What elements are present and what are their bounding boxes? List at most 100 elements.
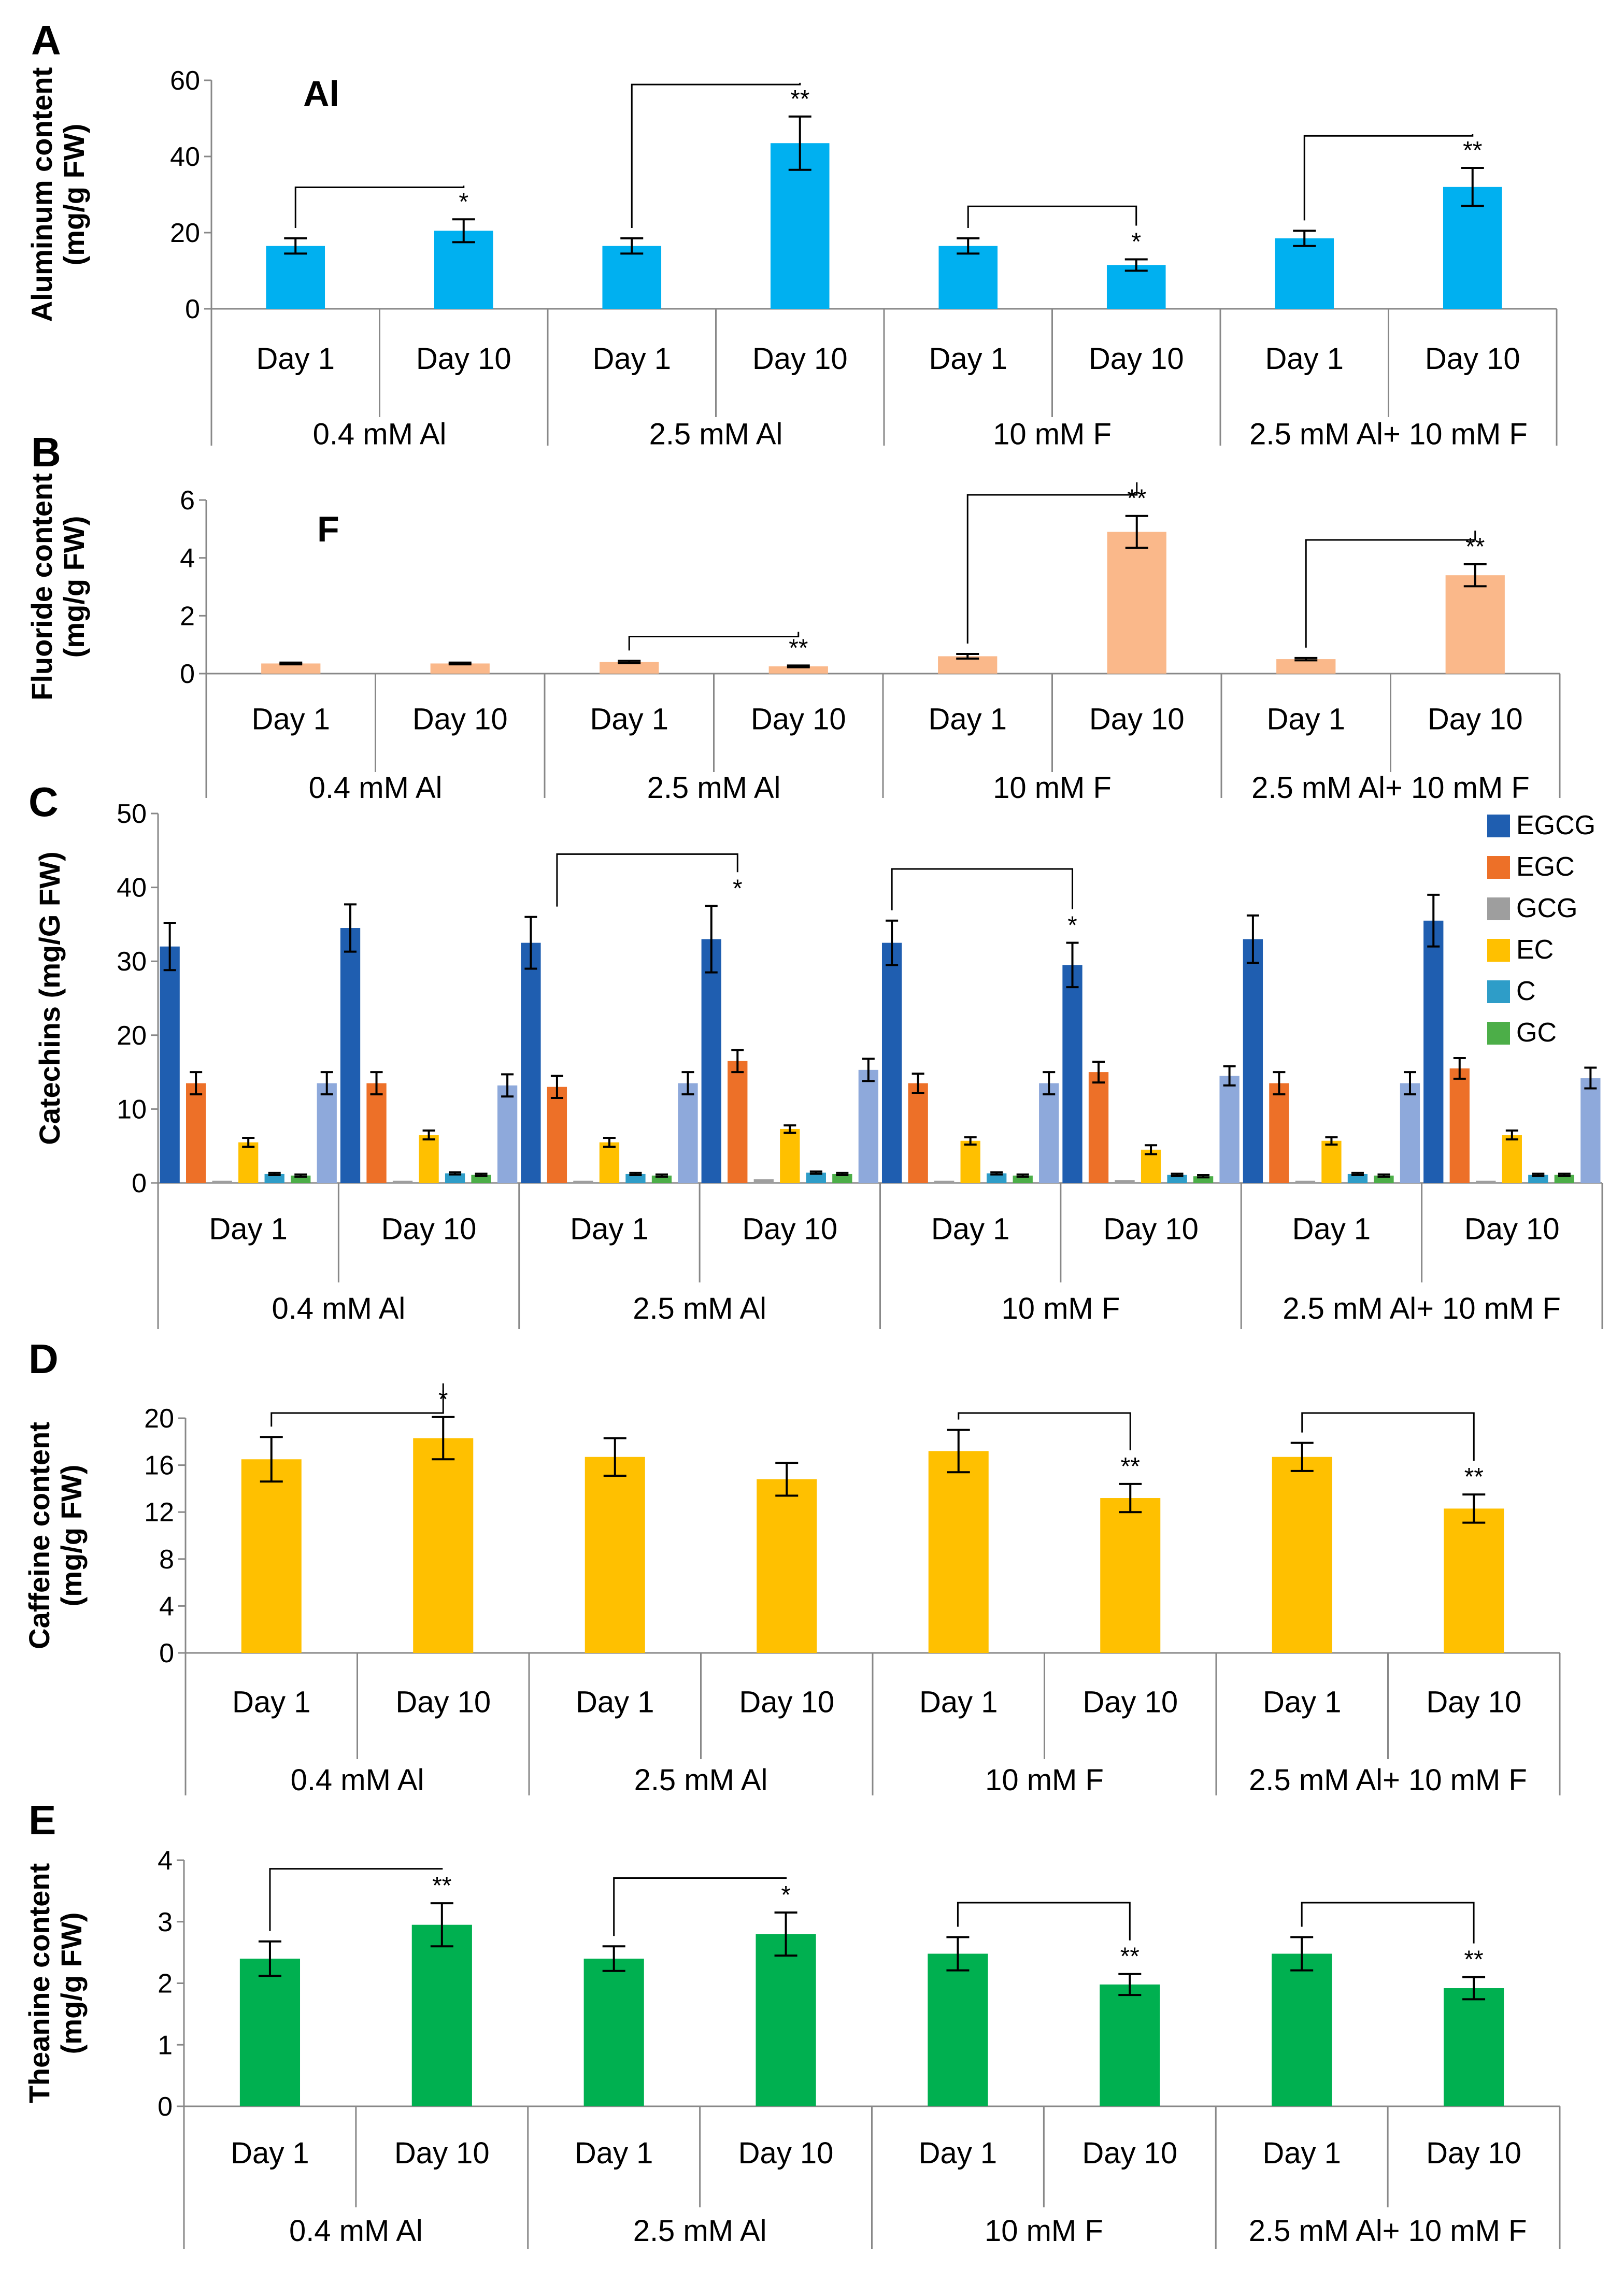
y-tick-label: 20 (170, 218, 200, 248)
x-category-label: Day 10 (381, 1212, 477, 1246)
bar (411, 1924, 472, 2106)
y-tick-label: 30 (117, 947, 147, 977)
y-tick-label: 20 (144, 1404, 174, 1434)
bar-egcg (701, 939, 721, 1183)
bar (938, 246, 998, 309)
bar (1444, 1508, 1504, 1653)
y-tick-label: 0 (185, 294, 200, 324)
bar-series-6 (678, 1083, 698, 1183)
bar-c (987, 1173, 1007, 1183)
x-category-label: Day 1 (1263, 1685, 1342, 1719)
bar (1107, 532, 1166, 674)
significance-marker: ** (1121, 1453, 1140, 1480)
y-tick-label: 4 (158, 1846, 173, 1876)
bar-gcg (753, 1179, 774, 1183)
panel-letter: A (31, 17, 61, 63)
bar (583, 1959, 644, 2106)
bar-gc (832, 1174, 852, 1183)
bar-egcg (1062, 965, 1082, 1183)
y-tick-label: 50 (117, 799, 147, 829)
y-tick-label: 2 (180, 601, 195, 631)
x-group-label: 2.5 mM Al (633, 2214, 767, 2248)
x-category-label: Day 10 (412, 703, 508, 736)
bar-gcg (573, 1180, 593, 1183)
bar (1100, 1984, 1160, 2106)
significance-marker: * (733, 875, 743, 902)
bar-egc (1269, 1083, 1289, 1183)
bar-ec (1141, 1149, 1161, 1183)
y-axis-label: Catechins (mg/G FW) (33, 851, 66, 1145)
y-tick-label: 0 (159, 1638, 174, 1668)
x-category-label: Day 1 (251, 703, 330, 736)
bar (928, 1953, 988, 2106)
x-group-label: 2.5 mM Al+ 10 mM F (1283, 1292, 1561, 1325)
bar-ec (419, 1135, 439, 1183)
significance-bracket (1301, 1412, 1475, 1461)
x-category-label: Day 1 (575, 2136, 653, 2170)
bar (600, 662, 659, 674)
y-tick-label: 10 (117, 1094, 147, 1124)
x-group-label: 10 mM F (993, 771, 1112, 805)
legend-swatch (1487, 897, 1510, 920)
x-group-label: 0.4 mM Al (309, 771, 443, 805)
bar-c (625, 1174, 646, 1183)
y-axis-label: (mg/g FW) (55, 1465, 88, 1607)
bar-c (445, 1173, 465, 1183)
bar-egc (728, 1061, 748, 1183)
significance-bracket (967, 205, 1137, 229)
inset-label: Al (303, 74, 339, 114)
bar-egcg (340, 928, 361, 1183)
x-category-label: Day 10 (1426, 2136, 1521, 2170)
y-tick-label: 16 (144, 1451, 174, 1481)
panel-d: D Caffeine content (mg/g FW) 0 4 8 12 16 20 Day 1… (23, 1336, 1561, 1797)
bar-ec (599, 1142, 620, 1183)
bar-series-6 (497, 1085, 518, 1183)
bar-egcg (521, 943, 541, 1183)
x-group-label: 10 mM F (1001, 1292, 1120, 1325)
bar-gcg (392, 1180, 413, 1183)
legend-entry: EGC (1516, 852, 1575, 882)
x-category-label: Day 10 (1426, 1685, 1521, 1719)
significance-marker: ** (432, 1872, 451, 1900)
x-category-label: Day 10 (394, 2136, 490, 2170)
y-axis-label: Aluminum content (25, 67, 58, 322)
x-group-label: 10 mM F (993, 418, 1112, 451)
x-group-label: 0.4 mM Al (313, 418, 447, 451)
x-category-label: Day 1 (919, 1685, 998, 1719)
significance-bracket (966, 482, 1138, 644)
x-category-label: Day 1 (1266, 703, 1345, 736)
legend-swatch (1487, 815, 1510, 837)
bar (602, 246, 662, 309)
y-tick-label: 0 (180, 659, 195, 689)
y-axis-label: (mg/g FW) (55, 1913, 88, 2054)
bar-egc (547, 1087, 567, 1183)
bar-egc (1088, 1072, 1109, 1183)
bar (768, 666, 828, 674)
x-category-label: Day 10 (416, 342, 511, 376)
bar (1272, 1953, 1332, 2106)
significance-bracket (294, 186, 465, 229)
x-group-label: 2.5 mM Al (633, 1292, 766, 1325)
x-category-label: Day 1 (209, 1212, 288, 1246)
significance-marker: ** (1463, 137, 1482, 164)
x-category-label: Day 1 (931, 1212, 1010, 1246)
bar-egcg (881, 943, 902, 1183)
bar-series-6 (317, 1083, 337, 1183)
significance-marker: * (459, 188, 468, 216)
bar-egc (186, 1083, 206, 1183)
significance-marker: ** (1127, 485, 1146, 512)
significance-marker: * (438, 1386, 448, 1414)
bar (413, 1438, 474, 1653)
bar (430, 663, 490, 674)
bar-gcg (1476, 1180, 1496, 1183)
bar-gcg (1295, 1180, 1316, 1183)
bar-gcg (212, 1180, 232, 1183)
bar-egcg (160, 946, 180, 1183)
bar-series-6 (858, 1069, 879, 1183)
y-tick-label: 0 (132, 1168, 147, 1198)
y-axis-label: (mg/g FW) (58, 124, 90, 266)
significance-bracket (613, 1877, 787, 1936)
significance-bracket (957, 1902, 1131, 1940)
bar-egc (366, 1083, 387, 1183)
x-category-label: Day 10 (742, 1212, 837, 1246)
